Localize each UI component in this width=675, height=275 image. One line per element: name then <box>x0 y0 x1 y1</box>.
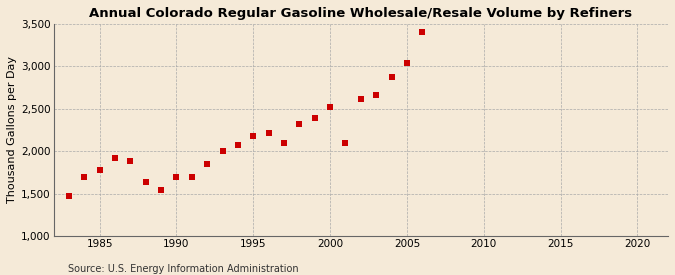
Point <box>371 93 381 97</box>
Point <box>140 180 151 184</box>
Point <box>95 168 105 172</box>
Title: Annual Colorado Regular Gasoline Wholesale/Resale Volume by Refiners: Annual Colorado Regular Gasoline Wholesa… <box>89 7 632 20</box>
Point <box>340 141 351 145</box>
Text: Source: U.S. Energy Information Administration: Source: U.S. Energy Information Administ… <box>68 264 298 274</box>
Point <box>232 143 243 147</box>
Point <box>309 116 320 120</box>
Point <box>248 134 259 138</box>
Point <box>171 175 182 180</box>
Point <box>279 141 290 145</box>
Point <box>355 96 366 101</box>
Point <box>186 174 197 179</box>
Point <box>63 194 74 198</box>
Point <box>402 61 412 65</box>
Point <box>217 149 228 153</box>
Point <box>202 162 213 166</box>
Point <box>125 159 136 164</box>
Point <box>263 130 274 135</box>
Point <box>156 188 167 192</box>
Point <box>417 30 428 35</box>
Point <box>325 105 335 109</box>
Point <box>386 75 397 79</box>
Point <box>79 174 90 179</box>
Point <box>294 122 304 126</box>
Point <box>109 156 120 160</box>
Y-axis label: Thousand Gallons per Day: Thousand Gallons per Day <box>7 56 17 204</box>
